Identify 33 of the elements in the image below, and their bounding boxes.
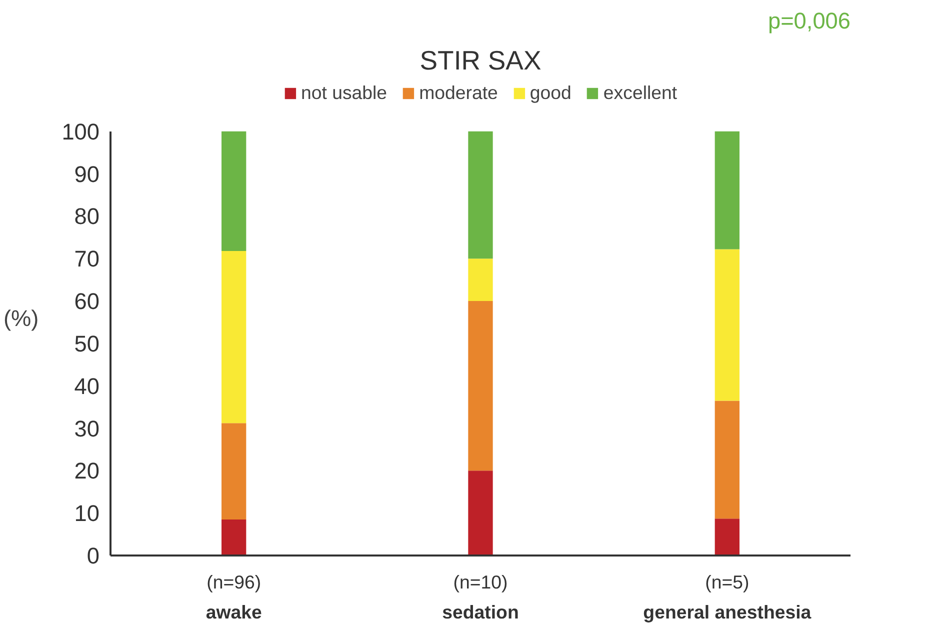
bar [222,423,246,520]
y-tick-label: 40 [74,372,100,399]
y-tick-label: 70 [74,246,100,272]
y-tick-label: 0 [86,542,100,568]
bar [714,131,740,250]
y-tick-label: 90 [74,160,100,187]
legend-label: not usable [300,82,388,104]
category-label: (n=10) sedation [442,572,519,622]
legend-label: moderate [419,82,498,104]
text: p=0,006 [768,8,851,34]
y-tick-label: 80 [74,203,100,230]
bar [468,301,493,471]
y-tick-label: 50 [74,330,100,356]
category-label: (n=5) general anesthesia [643,572,812,622]
y-tick-label: 10 [74,500,100,526]
y-tick-label: 60 [74,288,100,314]
legend-label: excellent [603,82,678,104]
chart-title: STIR SAX [420,46,542,76]
category-label: (n=96) awake [206,572,262,622]
y-axis-title: (%) [3,305,39,331]
bar [222,250,246,424]
bar [222,519,246,556]
y-tick-label: 20 [74,458,100,484]
bar [714,518,740,556]
bar [714,249,740,401]
y-tick-label: 30 [74,415,100,442]
y-tick-label: 100 [62,118,100,144]
bar [714,400,740,519]
bar [222,131,246,251]
bar [468,131,493,259]
bar [468,258,493,302]
bar [468,470,493,556]
legend-label: good [530,82,572,104]
